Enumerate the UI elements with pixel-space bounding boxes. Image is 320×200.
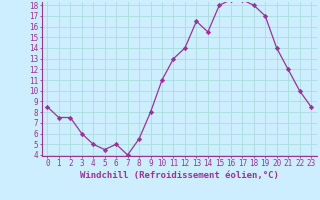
X-axis label: Windchill (Refroidissement éolien,°C): Windchill (Refroidissement éolien,°C) [80, 171, 279, 180]
